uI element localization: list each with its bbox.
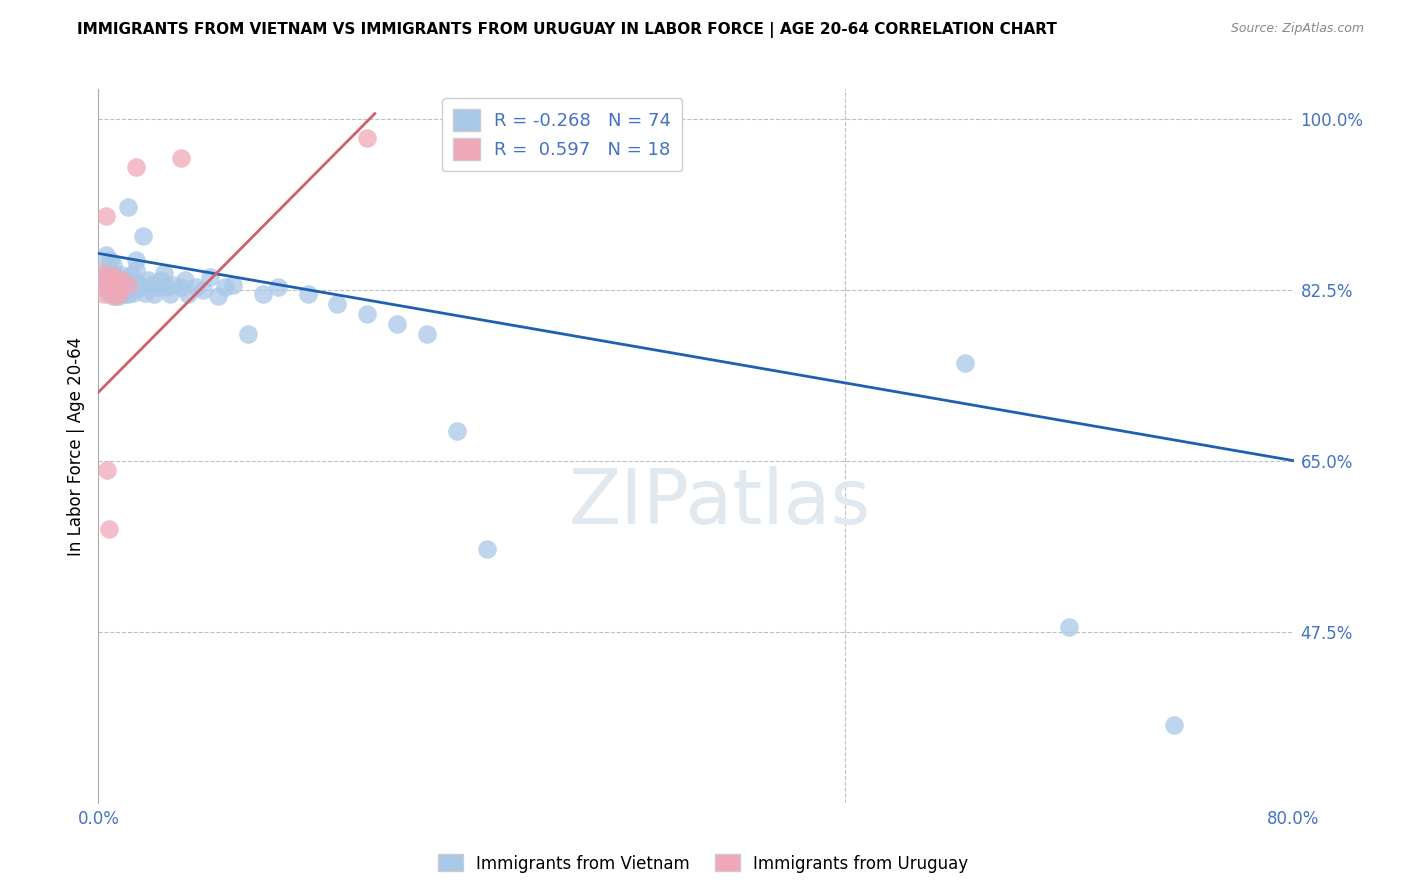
- Point: [117, 200, 139, 214]
- Point: [104, 282, 127, 296]
- Text: IMMIGRANTS FROM VIETNAM VS IMMIGRANTS FROM URUGUAY IN LABOR FORCE | AGE 20-64 CO: IMMIGRANTS FROM VIETNAM VS IMMIGRANTS FR…: [77, 22, 1057, 38]
- Point: [1059, 620, 1081, 634]
- Point: [222, 277, 245, 292]
- Point: [953, 356, 976, 370]
- Point: [105, 287, 128, 301]
- Point: [191, 283, 214, 297]
- Point: [174, 273, 197, 287]
- Point: [125, 161, 148, 175]
- Legend: R = -0.268   N = 74, R =  0.597   N = 18: R = -0.268 N = 74, R = 0.597 N = 18: [441, 98, 682, 171]
- Point: [125, 263, 148, 277]
- Text: ZIPatlas: ZIPatlas: [568, 467, 872, 540]
- Point: [125, 253, 148, 268]
- Point: [107, 276, 129, 290]
- Point: [98, 253, 122, 268]
- Point: [356, 307, 378, 321]
- Point: [150, 273, 173, 287]
- Point: [108, 279, 131, 293]
- Point: [134, 285, 156, 300]
- Point: [159, 287, 181, 301]
- Text: Source: ZipAtlas.com: Source: ZipAtlas.com: [1230, 22, 1364, 36]
- Point: [103, 258, 125, 272]
- Point: [103, 276, 125, 290]
- Point: [153, 266, 176, 280]
- Point: [101, 279, 124, 293]
- Legend: Immigrants from Vietnam, Immigrants from Uruguay: Immigrants from Vietnam, Immigrants from…: [432, 847, 974, 880]
- Point: [107, 285, 129, 300]
- Point: [97, 285, 120, 300]
- Point: [118, 279, 141, 293]
- Point: [156, 279, 179, 293]
- Point: [129, 279, 152, 293]
- Point: [252, 287, 274, 301]
- Point: [207, 289, 229, 303]
- Y-axis label: In Labor Force | Age 20-64: In Labor Force | Age 20-64: [66, 336, 84, 556]
- Point: [110, 268, 132, 282]
- Point: [110, 273, 132, 287]
- Point: [214, 279, 236, 293]
- Point: [103, 276, 125, 290]
- Point: [96, 463, 118, 477]
- Point: [297, 287, 319, 301]
- Point: [93, 273, 115, 287]
- Point: [169, 279, 191, 293]
- Point: [127, 276, 149, 290]
- Point: [111, 285, 134, 300]
- Point: [91, 263, 114, 277]
- Point: [105, 273, 128, 287]
- Point: [94, 209, 117, 223]
- Point: [169, 151, 191, 165]
- Point: [101, 268, 124, 282]
- Point: [107, 279, 129, 293]
- Point: [139, 277, 162, 292]
- Point: [184, 279, 207, 293]
- Point: [93, 287, 115, 301]
- Point: [91, 266, 114, 280]
- Point: [98, 279, 122, 293]
- Point: [103, 268, 125, 282]
- Point: [103, 289, 125, 303]
- Point: [104, 289, 127, 303]
- Point: [114, 279, 136, 293]
- Point: [108, 289, 131, 303]
- Point: [162, 277, 184, 292]
- Point: [200, 269, 222, 284]
- Point: [136, 273, 159, 287]
- Point: [98, 266, 122, 280]
- Point: [96, 283, 118, 297]
- Point: [356, 131, 378, 145]
- Point: [111, 277, 134, 292]
- Point: [177, 287, 200, 301]
- Point: [108, 287, 131, 301]
- Point: [115, 273, 138, 287]
- Point: [101, 287, 124, 301]
- Point: [1163, 717, 1185, 731]
- Point: [117, 287, 139, 301]
- Point: [117, 277, 139, 292]
- Point: [110, 273, 132, 287]
- Point: [236, 326, 259, 341]
- Point: [112, 287, 135, 301]
- Point: [110, 279, 132, 293]
- Point: [90, 273, 112, 287]
- Point: [97, 522, 120, 536]
- Point: [94, 248, 117, 262]
- Point: [105, 269, 128, 284]
- Point: [475, 541, 498, 556]
- Point: [446, 425, 468, 439]
- Point: [385, 317, 409, 331]
- Point: [142, 287, 165, 301]
- Point: [267, 279, 290, 293]
- Point: [97, 277, 120, 292]
- Point: [120, 268, 142, 282]
- Point: [326, 297, 349, 311]
- Point: [105, 279, 128, 293]
- Point: [96, 269, 118, 284]
- Point: [132, 228, 155, 243]
- Point: [148, 279, 170, 293]
- Point: [416, 326, 439, 341]
- Point: [121, 285, 143, 300]
- Point: [104, 273, 127, 287]
